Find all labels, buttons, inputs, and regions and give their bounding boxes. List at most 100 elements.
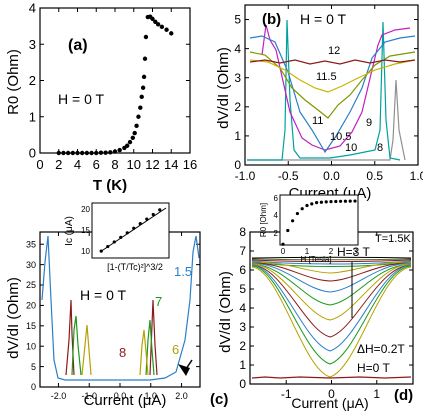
panel-d-curve-h2-4 [251, 260, 412, 265]
xtick-label: -0.5 [278, 169, 299, 183]
panel-c-inset-point [125, 231, 129, 235]
xtick-label: 12 [145, 157, 159, 172]
panel-a-point [138, 105, 143, 110]
ytick-label: 15 [26, 321, 36, 331]
panel-a-point [139, 94, 144, 100]
panel-d-inset-xtick-1: 1 [305, 247, 310, 256]
panel-c-inset-ytick-15: 15 [81, 226, 90, 235]
ytick-label: 0 [31, 382, 36, 392]
xtick-label: -2.0 [51, 391, 67, 401]
xtick-label: 1.0 [410, 169, 423, 183]
xtick-label: 0 [328, 387, 335, 401]
xtick-label: 10 [127, 157, 141, 172]
ytick-label: 2 [234, 100, 241, 114]
panel-c-ticks: -2.0 -1.0 0.0 1.0 2.0 0 5 10 15 20 25 30 35 [26, 232, 200, 401]
ytick-label: 1 [239, 358, 246, 372]
panel-d-ylabel: dV/dI (Ohm) [217, 271, 234, 353]
panel-c-inset-ylabel: Ic (μA) [64, 216, 75, 246]
panel-a-label: (a) [68, 37, 88, 54]
ytick-label: 3 [234, 71, 241, 85]
panel-d-annotation-t: T=1.5K [375, 233, 411, 245]
panel-d-inset-xtick-2: 2 [329, 247, 334, 256]
panel-c-inset-points [99, 208, 162, 253]
panel-c-curve-6 [81, 324, 149, 376]
panel-a-point [150, 16, 155, 22]
panel-c-inset-point [138, 222, 142, 226]
xtick-label: 2 [55, 157, 62, 172]
panel-d-xlabel: Current (μA) [291, 395, 368, 411]
xtick-label: 0.0 [323, 169, 340, 183]
panel-d-curve-h1-0 [251, 264, 412, 338]
panel-d: -1 0 1 0 1 2 3 4 5 6 7 8 2 4 6 0 1 2 3 H [Tesla] R0… [217, 194, 414, 411]
panel-b-curve-11-5 [249, 59, 416, 93]
panel-d-inset-point [286, 228, 290, 233]
ytick-label: 1 [29, 109, 36, 124]
panel-a-point [103, 150, 108, 155]
panel-a-point [94, 150, 99, 156]
panel-d-curve-h1-4 [251, 263, 412, 306]
xtick-label: 0 [36, 157, 43, 172]
panel-a-point [112, 149, 118, 154]
panel-d-inset-point [295, 211, 299, 216]
xtick-label: 14 [164, 157, 178, 172]
xtick-label: -1 [281, 387, 292, 401]
panel-a-annotation: H = 0 T [58, 91, 104, 107]
ytick-label: 3 [29, 37, 36, 52]
panel-c-inset-point [145, 217, 149, 221]
panel-d-curve-h2-6 [251, 259, 412, 262]
panel-c-series-label-1-5: 1.5 [174, 264, 192, 279]
panel-c-inset-point [106, 244, 110, 249]
panel-c-curve-1-5 [41, 235, 200, 381]
xtick-label: -1.0 [81, 391, 97, 401]
xtick-label: 8 [111, 157, 118, 172]
panel-d-inset-point [281, 242, 285, 246]
panel-a-point [124, 143, 130, 148]
xtick-label: 16 [183, 157, 197, 172]
ytick-label: 0 [239, 377, 246, 391]
panel-c-inset-point [158, 208, 162, 212]
ytick-label: 1 [234, 129, 241, 143]
panel-a-point [89, 150, 94, 156]
panel-a-point [127, 139, 133, 145]
panel-d-inset-point [339, 199, 343, 203]
panel-b-series-label-8: 8 [377, 142, 383, 154]
panel-b-curve-10-5 [249, 35, 416, 154]
panel-d-inset-point [305, 203, 309, 208]
panel-c-inset-point [112, 240, 116, 244]
panel-d-inset-point [329, 200, 333, 204]
panel-a-point [134, 123, 139, 129]
panel-a-point [117, 147, 122, 153]
panel-d-ticks: -1 0 1 0 1 2 3 4 5 6 7 8 [239, 225, 413, 401]
panel-b-ticks: -1.0-0.50.00.51.0012345 [234, 5, 423, 183]
ytick-label: 0 [29, 146, 36, 161]
panel-c-curve-7 [71, 315, 155, 376]
panel-a-point [136, 114, 141, 119]
panel-a-point [84, 150, 90, 156]
panel-d-inset-point [291, 219, 295, 223]
panel-d-annotation-h3: H=3 T [337, 245, 370, 259]
panel-d-inset-point [353, 199, 357, 203]
panel-c-series-label-7: 7 [155, 294, 162, 309]
xtick-label: 2.0 [175, 391, 188, 401]
ytick-label: 0 [234, 158, 241, 172]
panel-b-series-label-11-5: 11.5 [316, 71, 337, 83]
xtick-label: 0.0 [114, 391, 127, 401]
panel-d-label: (d) [394, 387, 413, 404]
ytick-label: 30 [26, 260, 36, 270]
panel-d-inset-point [334, 199, 338, 204]
panel-d-inset-point [310, 202, 314, 206]
panel-b-curve-10 [261, 24, 411, 151]
panel-d-inset-ytick-2: 2 [274, 229, 279, 238]
ytick-label: 7 [239, 244, 246, 258]
xtick-label: -1.0 [235, 169, 256, 183]
panel-d-inset-point [315, 201, 319, 205]
ytick-label: 10 [26, 341, 36, 351]
panel-b-ylabel: dV/dI (Ohm) [215, 47, 232, 129]
panel-a-xlabel: T (K) [93, 177, 127, 194]
panel-a-point [164, 27, 169, 32]
panel-b-series-label-11: 11 [312, 115, 323, 127]
panel-a-point [132, 130, 137, 136]
xtick-label: 0.5 [366, 169, 383, 183]
